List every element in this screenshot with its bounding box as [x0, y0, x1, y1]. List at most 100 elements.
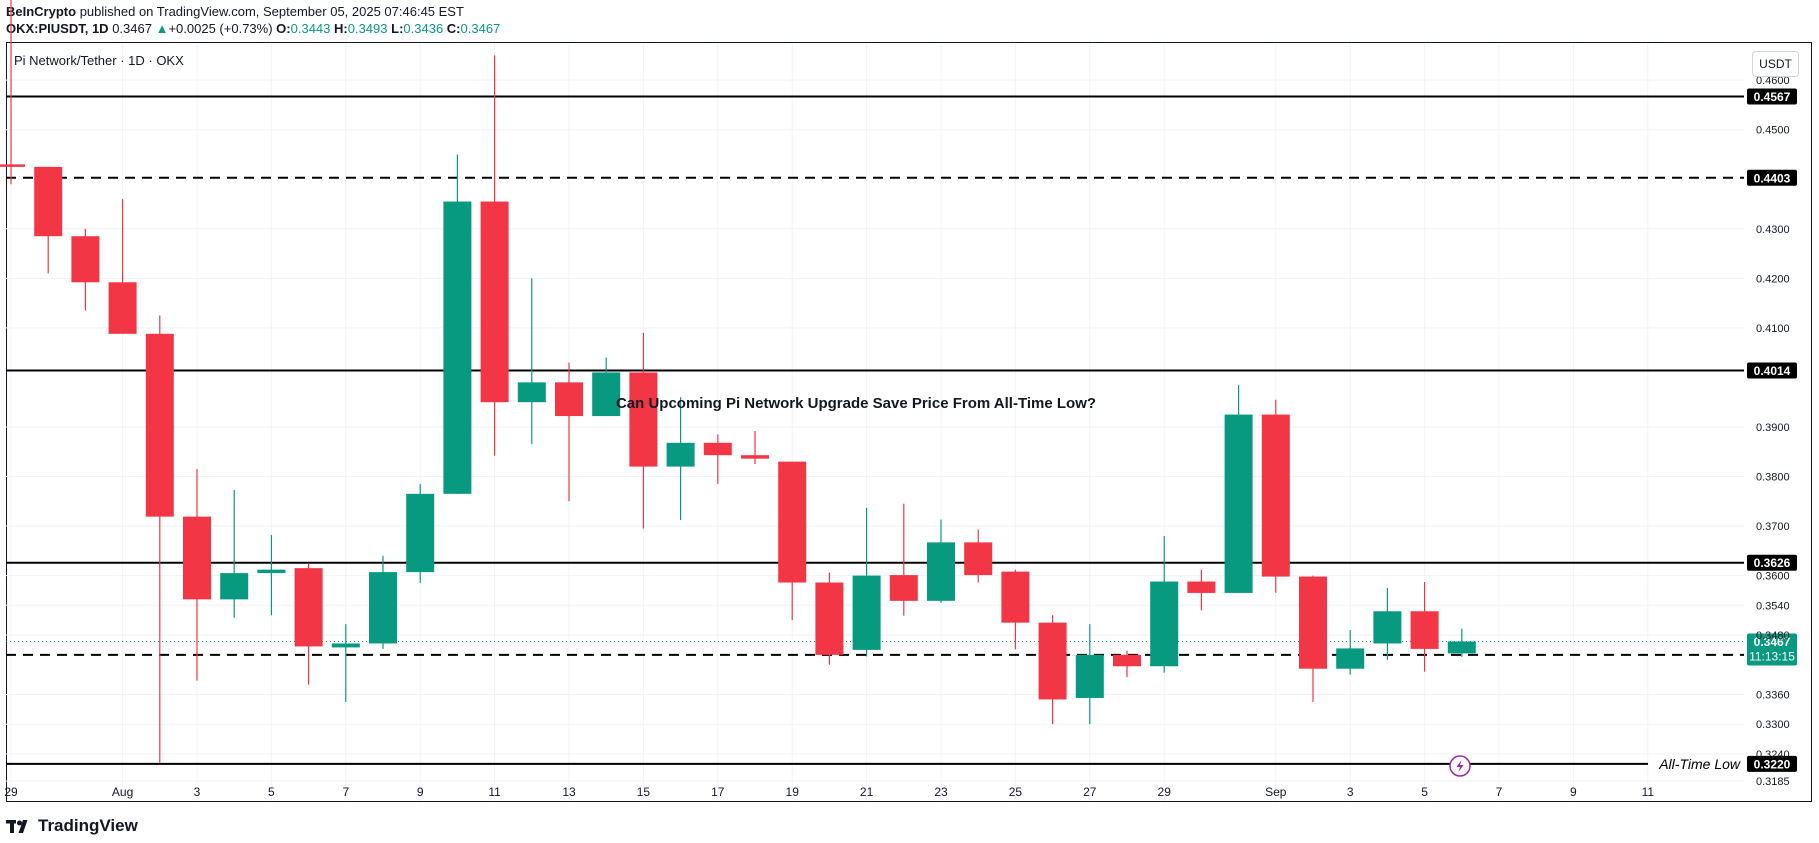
candle — [629, 332, 658, 529]
candle — [964, 529, 993, 583]
x-tick-label: 5 — [268, 785, 275, 799]
candle-body — [71, 236, 100, 283]
candle — [1447, 628, 1476, 657]
candle-body — [257, 569, 286, 574]
change-arrow-icon: ▲ — [155, 21, 169, 36]
candle — [369, 555, 397, 649]
y-tick-label: 0.4100 — [1756, 323, 1790, 335]
candle-body — [517, 382, 546, 403]
tradingview-logo-icon — [6, 820, 28, 833]
candle-body — [145, 333, 174, 517]
symbol-legend: OKX:PIUSDT, 1D 0.3467 ▲+0.0025 (+0.73%) … — [6, 21, 500, 37]
candle-body — [1224, 414, 1253, 593]
candle-body — [108, 282, 137, 334]
candle — [592, 357, 621, 417]
footer-logo[interactable]: TradingView — [6, 816, 138, 836]
y-tick-label: 0.3600 — [1756, 571, 1790, 583]
candle — [145, 315, 174, 763]
candle-body — [220, 573, 249, 600]
x-tick-label: Aug — [112, 785, 133, 799]
candle — [1001, 569, 1030, 650]
currency-button[interactable]: USDT — [1752, 51, 1799, 77]
level-price-tag — [1747, 169, 1797, 186]
candles — [0, 0, 1476, 763]
candle — [108, 199, 137, 334]
axes: 29 Aug 3 5 7 9 11 13 15 17 19 21 23 25 27 29 Sep 3 5 7 9 11 0.… — [4, 75, 1789, 799]
x-tick-label: 5 — [1421, 785, 1428, 799]
candle-body — [1261, 414, 1290, 577]
candle — [1373, 587, 1402, 660]
candle — [1261, 399, 1290, 593]
x-tick-label: 17 — [711, 785, 725, 799]
candle-body — [480, 201, 509, 403]
last-price: 0.3467 — [112, 21, 152, 36]
y-tick-label: 0.3800 — [1756, 471, 1790, 483]
candle — [778, 461, 807, 621]
publisher-name[interactable]: BeInCrypto — [6, 4, 77, 19]
level-price-tag — [1747, 88, 1797, 105]
level-price-label: 0.3626 — [1754, 556, 1791, 570]
candle-body — [331, 643, 360, 648]
x-tick-label: 9 — [417, 785, 424, 799]
lightning-icon[interactable] — [1449, 755, 1471, 777]
candle-body — [889, 575, 918, 601]
candle-body — [927, 542, 955, 601]
close-label: C: — [446, 21, 461, 36]
footer-brand: TradingView — [38, 816, 138, 835]
candle — [183, 469, 211, 681]
candle-body — [1410, 611, 1439, 649]
candle-body — [852, 575, 881, 650]
candle-body — [369, 572, 397, 644]
candle-body — [406, 493, 435, 573]
y-tick-label: 0.3540 — [1756, 600, 1790, 612]
y-tick-label: 0.3185 — [1756, 776, 1790, 788]
publish-info: BeInCrypto published on TradingView.com,… — [6, 4, 464, 20]
level-annotation: All-Time Low — [1658, 756, 1741, 772]
candle — [331, 624, 360, 702]
y-tick-label: 0.4600 — [1756, 75, 1790, 87]
x-tick-label: Sep — [1265, 785, 1287, 799]
x-tick-label: 3 — [1347, 785, 1354, 799]
x-tick-label: 29 — [1158, 785, 1172, 799]
candle-body — [0, 164, 25, 167]
candle-body — [1299, 576, 1327, 669]
y-tick-label: 0.4200 — [1756, 273, 1790, 285]
candle — [1150, 535, 1179, 673]
x-tick-label: 7 — [1496, 785, 1503, 799]
candle-body — [703, 442, 732, 456]
level-price-label: 0.4567 — [1754, 90, 1791, 104]
low-value: 0.3436 — [403, 21, 444, 36]
close-value: 0.3467 — [460, 21, 501, 36]
x-tick-label: 25 — [1009, 785, 1023, 799]
countdown-label: 11:13:15 — [1749, 649, 1795, 663]
x-tick-label: 27 — [1083, 785, 1097, 799]
open-label: O: — [276, 21, 291, 36]
level-price-label: 0.4403 — [1754, 171, 1791, 185]
candle — [34, 166, 63, 274]
candle-body — [815, 582, 844, 655]
candle — [1038, 615, 1067, 725]
candle — [0, 0, 25, 185]
x-tick-label: 21 — [860, 785, 874, 799]
pair-title: Pi Network/Tether · 1D · OKX — [14, 53, 184, 68]
x-tick-label: 15 — [637, 785, 651, 799]
candle-body — [1038, 622, 1067, 700]
chart-frame — [6, 42, 1812, 802]
candle-body — [1150, 581, 1179, 667]
x-tick-label: 11 — [488, 785, 501, 799]
candle — [852, 507, 881, 657]
candle-body — [34, 166, 63, 237]
candle — [1075, 624, 1104, 725]
high-value: 0.3493 — [347, 21, 388, 36]
candle-body — [629, 372, 658, 467]
candle — [1113, 650, 1141, 678]
y-tick-label: 0.3240 — [1756, 749, 1790, 761]
grid — [6, 43, 1744, 801]
candle-body — [778, 461, 807, 583]
candle — [1336, 630, 1365, 675]
candle — [555, 362, 583, 502]
candle — [294, 563, 323, 685]
candle — [1299, 575, 1327, 702]
